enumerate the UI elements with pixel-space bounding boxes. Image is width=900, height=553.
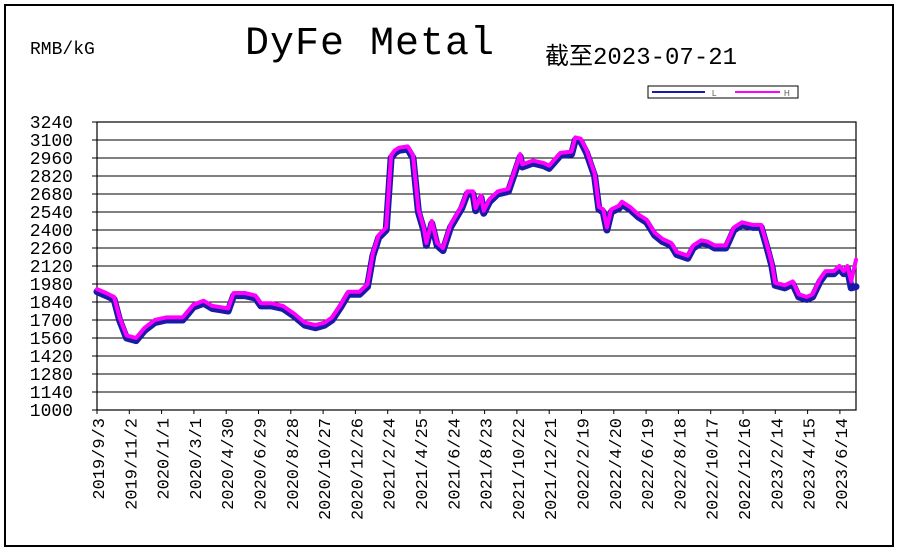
x-tick-label: 2020/1/1 [156, 418, 175, 500]
x-tick-label: 2022/2/19 [576, 418, 595, 510]
y-tick-label: 2400 [30, 222, 73, 242]
y-tick-label: 3240 [30, 114, 73, 134]
x-tick-label: 2023/4/15 [802, 418, 821, 510]
x-tick-label: 2020/8/28 [285, 418, 304, 510]
x-tick-label: 2020/4/30 [220, 418, 239, 510]
y-tick-label: 2260 [30, 240, 73, 260]
y-tick-label: 2680 [30, 186, 73, 206]
y-tick-label: 2960 [30, 150, 73, 170]
y-tick-label: 2540 [30, 204, 73, 224]
x-tick-label: 2021/4/25 [414, 418, 433, 510]
x-tick-label: 2021/10/22 [511, 418, 530, 520]
unit-label: RMB/kG [30, 40, 95, 60]
legend-box [647, 85, 799, 99]
x-tick-label: 2022/4/20 [608, 418, 627, 510]
x-tick-label: 2020/12/26 [349, 418, 368, 520]
y-tick-label: 1420 [30, 348, 73, 368]
x-tick-label: 2022/8/18 [672, 418, 691, 510]
legend-label-h: H [784, 89, 790, 98]
grid-lines [96, 121, 857, 411]
y-tick-label: 1980 [30, 276, 73, 296]
series-lines [93, 135, 860, 345]
y-tick-label: 1560 [30, 330, 73, 350]
x-tick-label: 2021/12/21 [543, 418, 562, 520]
y-tick-label: 1280 [30, 366, 73, 386]
legend-label-l: L [712, 89, 717, 98]
y-tick-label: 1140 [30, 384, 73, 404]
series-line-h [95, 135, 858, 340]
x-tick-label: 2019/9/3 [91, 418, 110, 500]
y-tick-label: 2820 [30, 168, 73, 188]
x-tick-label: 2022/6/19 [640, 418, 659, 510]
x-axis-ticks: 2019/9/3 2019/11/2 2020/1/1 2020/3/1 2020/4/… [91, 410, 853, 520]
x-tick-label: 2023/6/14 [834, 418, 853, 510]
x-tick-label: 2022/12/16 [737, 418, 756, 520]
series-line-l [93, 136, 860, 345]
x-tick-label: 2019/11/2 [123, 418, 142, 510]
x-tick-label: 2021/2/24 [382, 418, 401, 510]
y-tick-label: 2120 [30, 258, 73, 278]
y-tick-label: 1840 [30, 294, 73, 314]
x-tick-label: 2021/8/23 [479, 418, 498, 510]
x-tick-label: 2020/10/27 [317, 418, 336, 520]
y-tick-label: 3100 [30, 132, 73, 152]
chart-title: DyFe Metal [245, 22, 496, 67]
y-tick-label: 1700 [30, 312, 73, 332]
as-of-date: 截至2023-07-21 [545, 45, 738, 72]
x-tick-label: 2022/10/17 [705, 418, 724, 520]
x-tick-label: 2020/6/29 [253, 418, 272, 510]
x-tick-label: 2023/2/14 [769, 418, 788, 510]
x-tick-label: 2021/6/24 [446, 418, 465, 510]
x-tick-label: 2020/3/1 [188, 418, 207, 500]
y-axis-ticks: 1000114012801420156017001840198021202260… [30, 114, 97, 422]
y-tick-label: 1000 [30, 402, 73, 422]
